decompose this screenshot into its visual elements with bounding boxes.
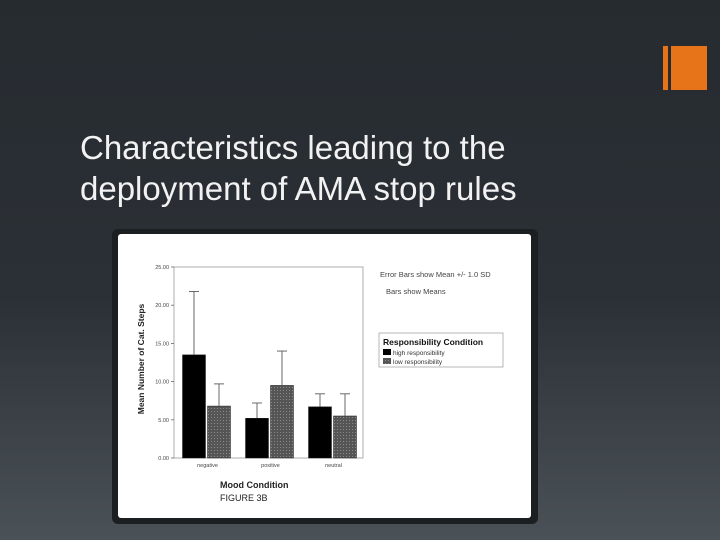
figure-panel: 0.00 5.00 10.00 15.00 20.00 25.00 negative posi…: [118, 234, 531, 518]
legend-title: Responsibility Condition: [383, 337, 483, 347]
figure-caption: FIGURE 3B: [220, 493, 268, 503]
bar-negative-high: [182, 354, 206, 459]
bar-mean-note: Bars show Means: [386, 287, 446, 296]
y-tick-label: 10.00: [155, 380, 169, 386]
bar-neutral-low: [333, 415, 357, 459]
legend-label-low: low responsibility: [393, 359, 443, 366]
bar-positive-high: [245, 418, 269, 459]
legend-swatch-low: [383, 358, 391, 364]
y-tick-label: 5.00: [158, 418, 169, 424]
legend-label-high: high responsibility: [393, 350, 445, 357]
x-axis-label: Mood Condition: [220, 480, 288, 490]
bar-neutral-high: [308, 406, 332, 459]
y-tick-label: 25.00: [155, 265, 169, 271]
bar-negative-low: [207, 405, 231, 459]
error-bar-note: Error Bars show Mean +/- 1.0 SD: [380, 270, 491, 279]
bar-chart: 0.00 5.00 10.00 15.00 20.00 25.00 negative posi…: [136, 265, 504, 503]
y-tick-label: 0.00: [158, 456, 169, 462]
legend: Responsibility Condition high responsibi…: [378, 332, 504, 368]
figure-frame: 0.00 5.00 10.00 15.00 20.00 25.00 negative posi…: [112, 229, 538, 524]
y-tick-label: 20.00: [155, 303, 169, 309]
accent-bar-thick: [671, 46, 707, 90]
slide-title-line-1: Characteristics leading to the: [80, 129, 506, 166]
slide-title: Characteristics leading to the deploymen…: [80, 127, 640, 209]
x-tick-label: neutral: [325, 463, 342, 469]
x-tick-label: positive: [261, 463, 280, 469]
y-axis-label: Mean Number of Cat. Steps: [136, 303, 146, 414]
slide-title-line-2: deployment of AMA stop rules: [80, 170, 517, 207]
legend-swatch-high: [383, 349, 391, 355]
bar-positive-low: [270, 385, 294, 459]
accent-bar-thin: [663, 46, 668, 90]
x-tick-label: negative: [197, 463, 218, 469]
y-tick-label: 15.00: [155, 341, 169, 347]
